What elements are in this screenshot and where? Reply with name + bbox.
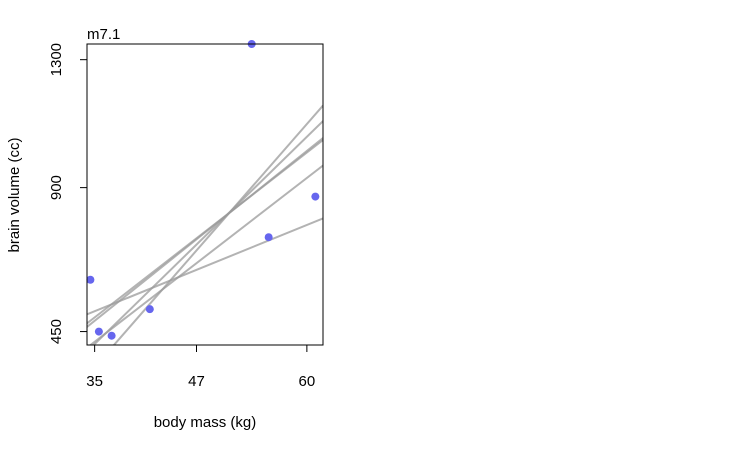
x-axis-label: body mass (kg) — [154, 414, 257, 431]
fitted-line-3 — [92, 120, 323, 345]
y-tick-label-1: 900 — [48, 175, 65, 200]
y-axis: 450 900 1300 — [48, 43, 88, 344]
data-point-3 — [145, 305, 154, 314]
y-tick-label-0: 450 — [48, 319, 65, 344]
fitted-line-4 — [112, 104, 323, 345]
fitted-line-2 — [87, 137, 323, 328]
y-tick-label-2: 1300 — [48, 43, 65, 76]
x-tick-label-0: 35 — [86, 373, 103, 390]
fitted-line-0 — [88, 164, 323, 345]
data-point-5 — [264, 233, 273, 242]
chart-title: m7.1 — [87, 26, 120, 43]
x-axis: 35 47 60 — [86, 344, 316, 390]
fitted-line-5 — [87, 217, 323, 316]
data-point-1 — [94, 327, 103, 336]
data-point-2 — [107, 331, 116, 340]
x-tick-label-2: 60 — [299, 373, 316, 390]
data-point-6 — [311, 192, 320, 201]
data-points — [86, 40, 320, 340]
x-tick-label-1: 47 — [188, 373, 205, 390]
fitted-lines — [87, 104, 323, 345]
y-axis-label: brain volume (cc) — [6, 137, 23, 252]
data-point-0 — [86, 275, 95, 284]
